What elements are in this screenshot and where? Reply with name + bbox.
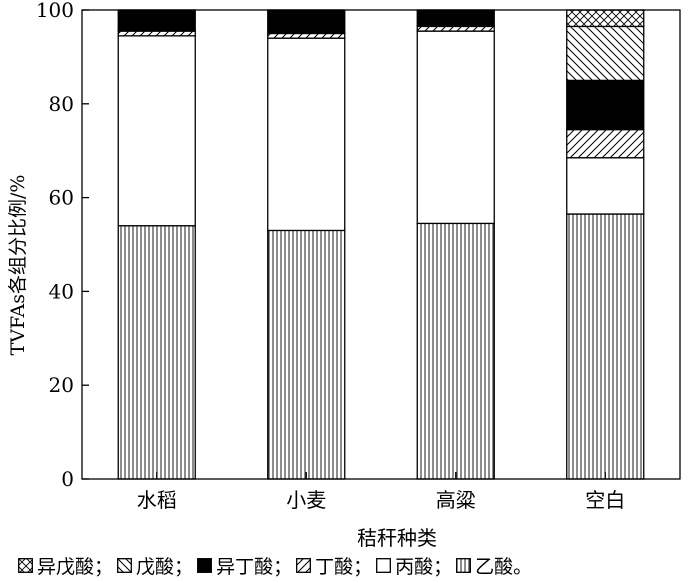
bar-segment-3-2 [566,128,645,159]
y-axis-label: TVFAs各组分比例/% [7,175,29,356]
y-tick-label-4: 80 [49,92,74,116]
legend-item-0: 异戊酸； [18,552,117,579]
legend-swatch-3 [296,557,312,573]
legend-label-1: 戊酸 [136,555,175,578]
y-tick-label-2: 40 [49,279,74,303]
bar-segment-0-3 [117,9,196,32]
bar-segment-3-1 [566,157,645,215]
x-tick-label-2: 高粱 [436,488,476,512]
legend-label-5: 乙酸 [475,555,514,578]
legend-item-1: 戊酸； [117,552,197,579]
plot-frame [81,9,681,480]
bar-segment-0-2 [117,30,196,37]
x-axis-label: 秸秆种类 [357,526,437,550]
legend-label-3: 丁酸 [315,555,354,578]
legend-separator-4: ； [433,555,453,578]
bar-segment-1-3 [267,9,346,35]
bar-segment-2-3 [416,9,495,28]
legend-separator-5: 。 [513,555,533,578]
bar-segment-2-2 [416,25,495,32]
legend-label-0: 异戊酸 [37,555,95,578]
legend-separator-1: ； [174,555,194,578]
axes-layer: 0 20 40 60 80 100 水稻 小麦 高粱 空白 [36,0,681,512]
bar-segment-1-1 [267,37,346,232]
legend-label-2: 异丁酸 [216,555,274,578]
legend-item-3: 丁酸； [296,552,376,579]
y-tick-label-3: 60 [49,186,74,210]
bar-segment-3-5 [566,9,645,28]
legend-swatch-1 [117,557,132,573]
legend-item-2: 异丁酸； [197,552,296,579]
x-tick-label-1: 小麦 [286,488,326,512]
legend-swatch-5 [456,557,472,573]
bar-segment-0-1 [117,35,196,227]
y-tick-label-5: 100 [36,0,74,22]
legend-separator-2: ； [273,555,293,578]
bars-layer [117,9,645,480]
legend-item-5: 乙酸。 [456,552,536,579]
bar-segment-3-3 [566,79,645,131]
bar-segment-3-0 [566,213,645,480]
legend: 异戊酸；戊酸；异丁酸；丁酸；丙酸；乙酸。 [18,552,536,579]
x-tick-label-0: 水稻 [137,488,177,512]
legend-swatch-4 [376,557,392,573]
x-tick-label-3: 空白 [585,488,625,512]
legend-item-4: 丙酸； [376,552,456,579]
bar-segment-1-2 [267,32,346,39]
bar-segment-2-0 [416,222,495,480]
legend-separator-3: ； [353,555,373,578]
y-tick-label-1: 20 [49,373,74,397]
bar-segment-1-0 [267,229,346,480]
y-tick-label-0: 0 [61,467,74,491]
bar-segment-3-4 [566,25,645,82]
legend-swatch-2 [197,557,213,573]
legend-separator-0: ； [94,555,114,578]
legend-label-4: 丙酸 [395,555,434,578]
legend-swatch-0 [18,557,33,573]
bar-segment-0-0 [117,225,196,480]
bar-segment-2-1 [416,30,495,225]
